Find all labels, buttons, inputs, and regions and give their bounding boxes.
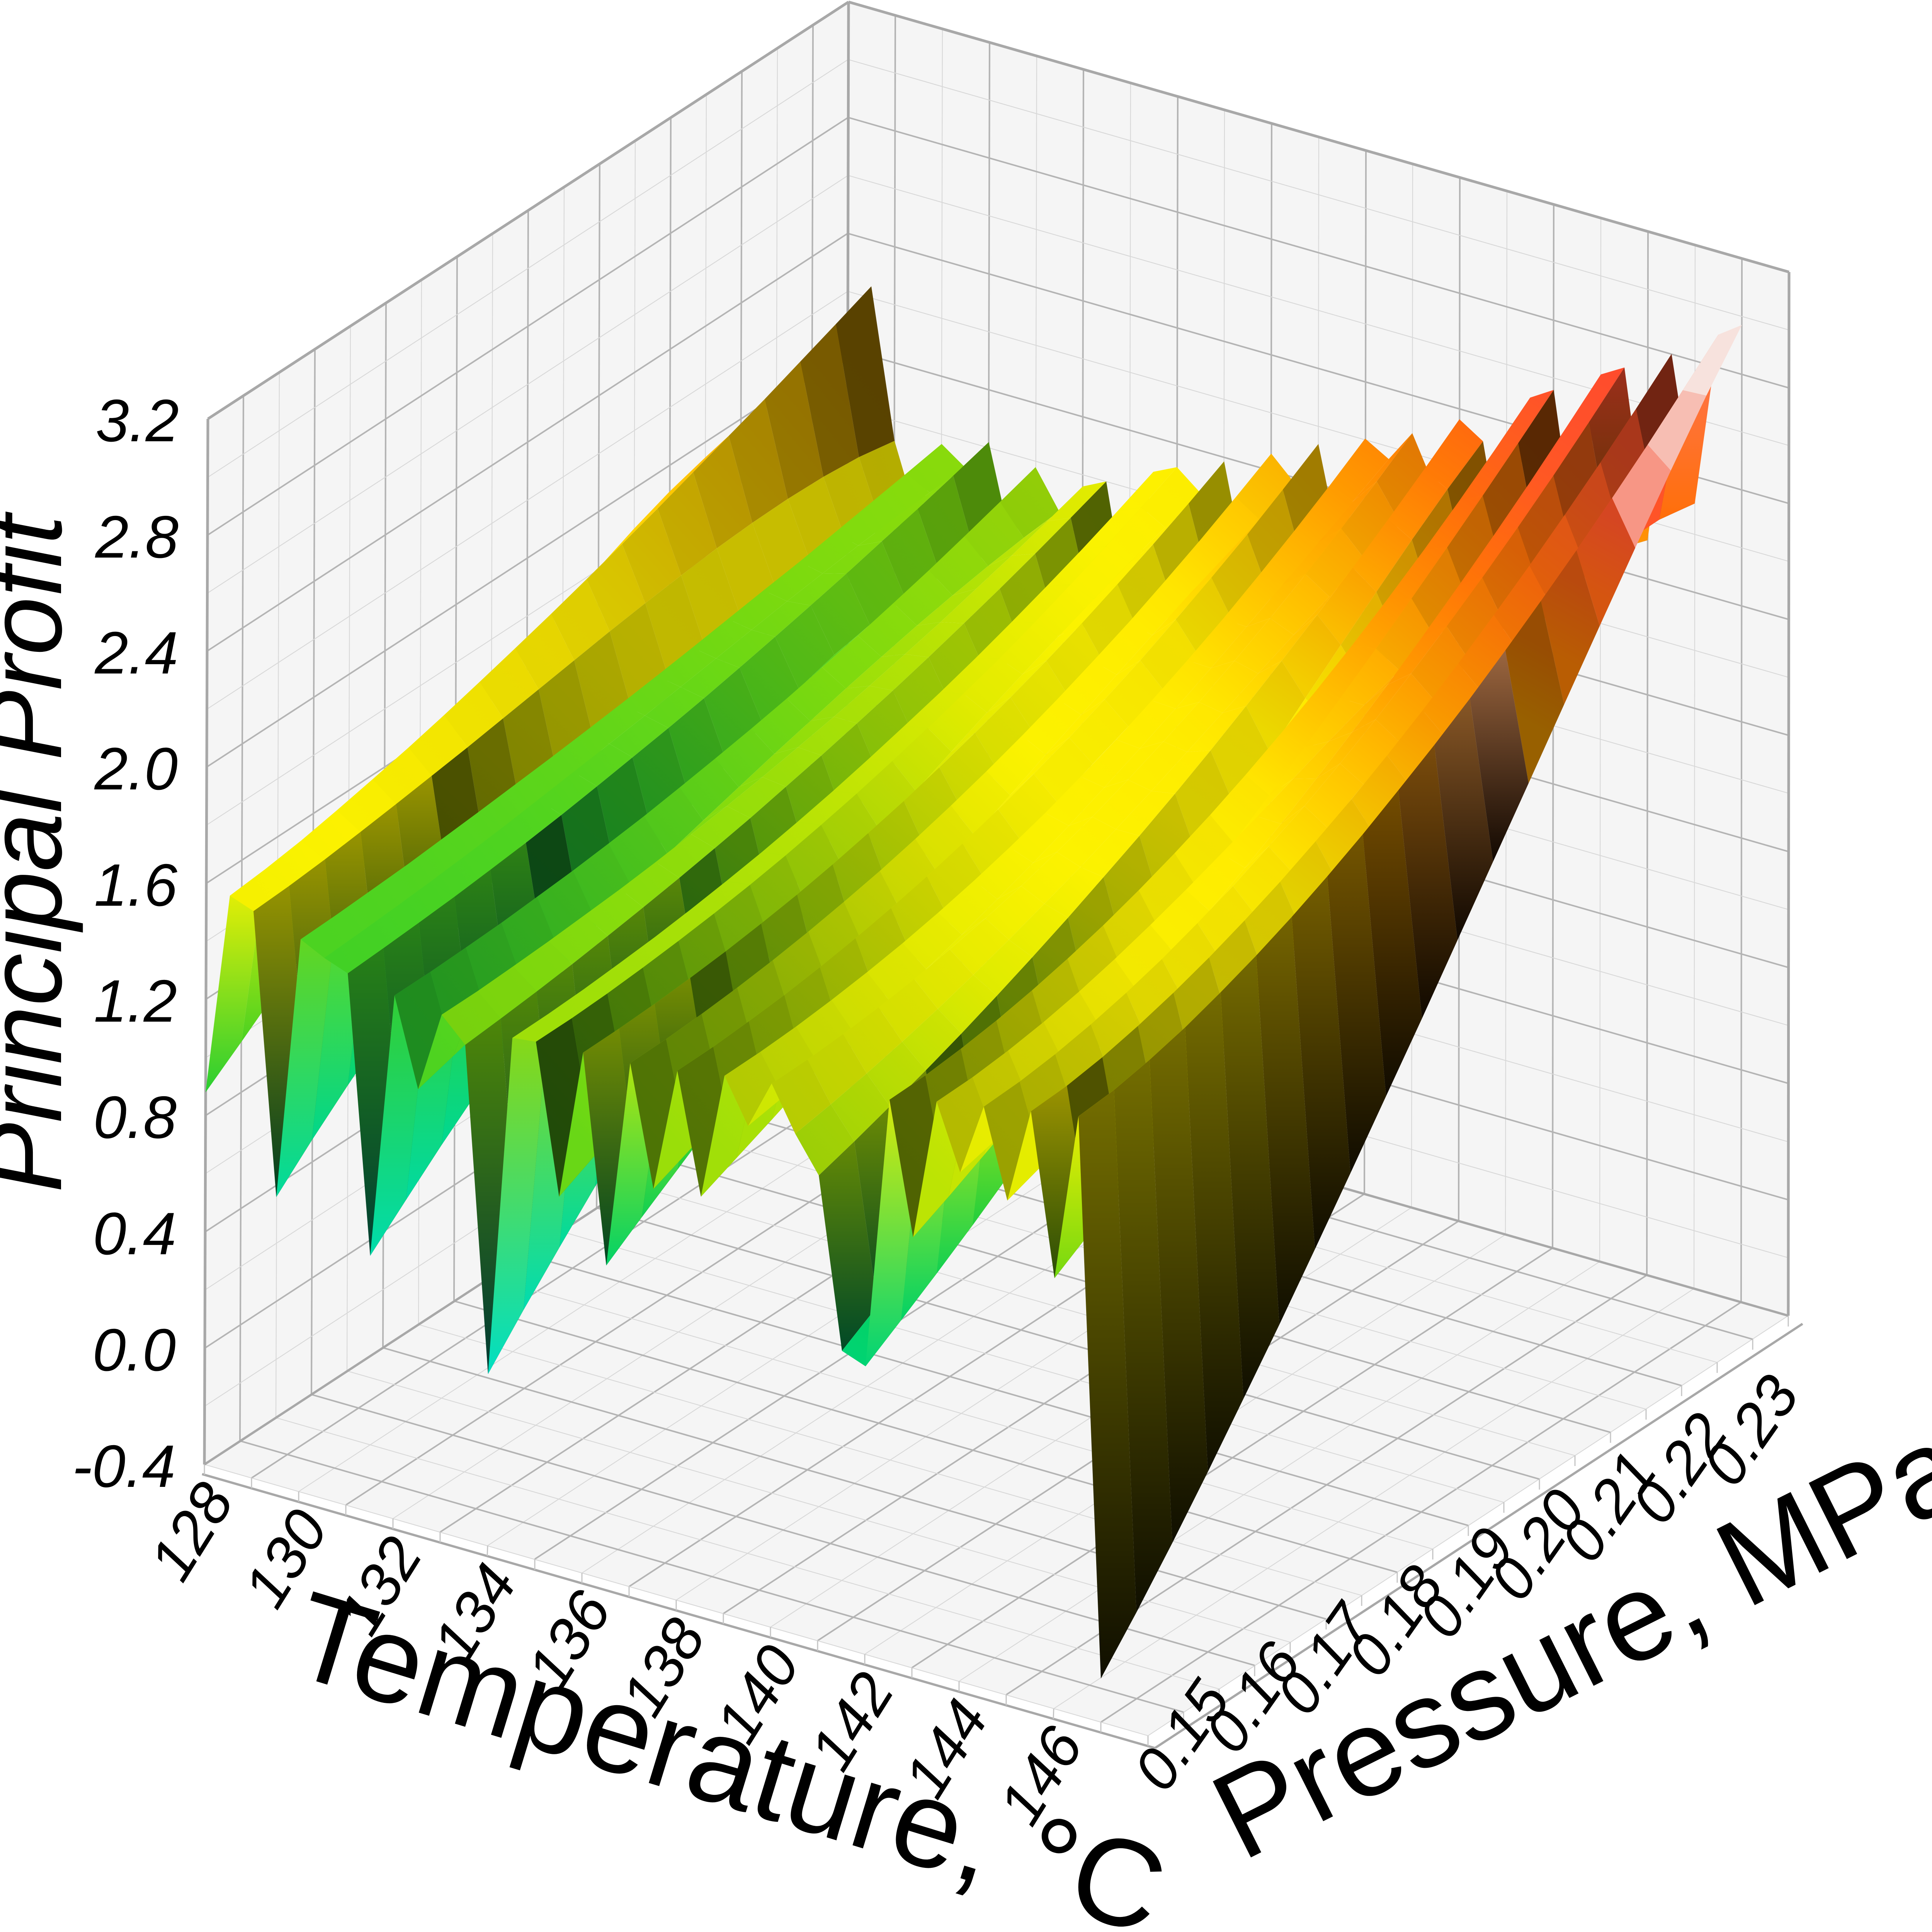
svg-text:-0.4: -0.4 <box>72 1433 175 1500</box>
svg-text:2.0: 2.0 <box>94 735 178 802</box>
svg-text:1.2: 1.2 <box>94 968 177 1034</box>
svg-text:0.8: 0.8 <box>94 1084 177 1151</box>
svg-text:Principal Profit: Principal Profit <box>0 512 84 1193</box>
svg-text:2.8: 2.8 <box>95 503 179 570</box>
svg-text:3.2: 3.2 <box>96 387 179 454</box>
svg-text:2.4: 2.4 <box>95 619 178 686</box>
svg-text:0.0: 0.0 <box>93 1316 176 1383</box>
svg-text:0.4: 0.4 <box>93 1200 176 1267</box>
svg-text:1.6: 1.6 <box>94 852 178 918</box>
